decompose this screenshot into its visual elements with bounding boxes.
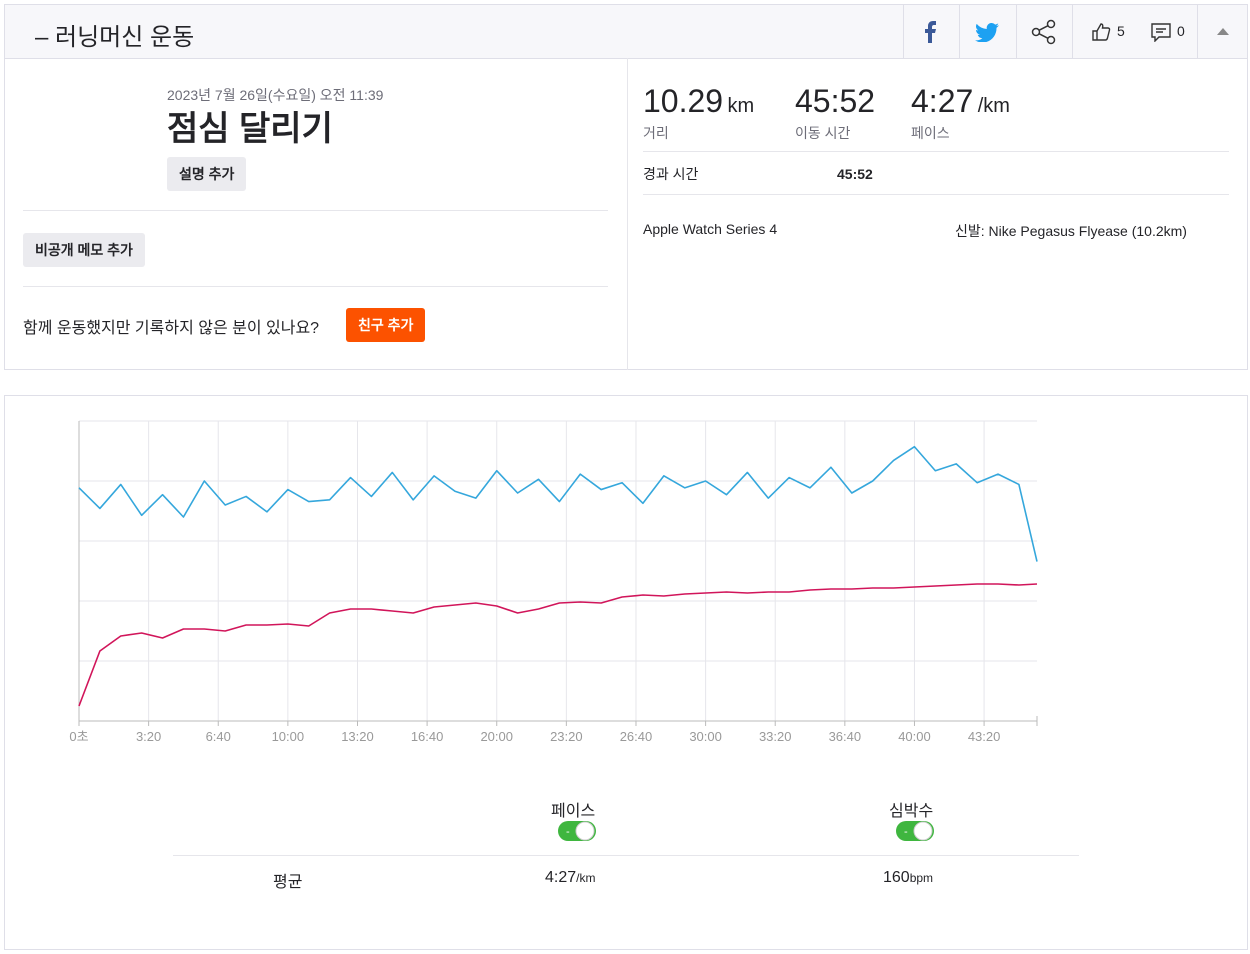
device: Apple Watch Series 4 <box>643 221 778 237</box>
legend-pace: 페이스 <box>551 803 596 820</box>
svg-text:-: - <box>904 826 908 838</box>
divider <box>643 151 1229 152</box>
average-pace-value: 4:27 <box>545 869 577 886</box>
facebook-button[interactable] <box>923 21 937 43</box>
activity-date: 2023년 7월 26일(수요일) 오전 11:39 <box>167 87 384 103</box>
x-tick-label: 6:40 <box>206 729 231 744</box>
collapse-button[interactable] <box>1217 27 1229 35</box>
shoes: 신발: Nike Pegasus Flyease (10.2km) <box>955 223 1187 239</box>
header-title: – 러닝머신 운동 <box>35 24 195 51</box>
friends-prompt: 함께 운동했지만 기록하지 않은 분이 있나요? <box>23 320 320 337</box>
twitter-button[interactable] <box>975 23 999 42</box>
series-line <box>78 583 1038 707</box>
pace-toggle[interactable]: - <box>558 821 596 841</box>
x-tick-label: 23:20 <box>550 729 583 744</box>
average-pace-unit: /km <box>576 871 596 885</box>
distance-value: 10.29 <box>643 83 724 119</box>
header: – 러닝머신 운동 5 0 <box>5 5 1247 59</box>
add-description-button[interactable]: 설명 추가 <box>167 157 247 191</box>
moving-time-value: 45:52 <box>795 83 876 119</box>
average-label: 평균 <box>273 874 303 891</box>
chart-panel: 0초 3:20 6:40 10:00 13:20 16:40 20:00 23:20 26:40… <box>4 395 1248 950</box>
average-heart-rate-value: 160 <box>883 869 910 886</box>
x-tick-label: 13:20 <box>341 729 374 744</box>
separator <box>1016 5 1017 58</box>
elapsed-label: 경과 시간 <box>643 166 699 182</box>
kudos-icon[interactable] <box>1091 22 1111 42</box>
add-friend-button[interactable]: 친구 추가 <box>346 308 426 342</box>
pace-value: 4:27 <box>911 83 974 119</box>
comment-icon[interactable] <box>1151 23 1171 42</box>
legend-heart-rate: 심박수 <box>889 803 934 820</box>
x-tick-label: 0초 <box>69 729 88 744</box>
distance-stat: 10.29 km <box>643 83 754 120</box>
separator <box>1072 5 1073 58</box>
x-tick-label: 36:40 <box>829 729 862 744</box>
x-tick-label: 10:00 <box>272 729 305 744</box>
heart-rate-toggle[interactable]: - <box>896 821 934 841</box>
x-tick-label: 33:20 <box>759 729 792 744</box>
comment-count: 0 <box>1177 23 1185 39</box>
x-tick-label: 20:00 <box>480 729 513 744</box>
series-line <box>78 445 1038 562</box>
average-heart-rate: 160bpm <box>883 869 933 887</box>
activity-panel: – 러닝머신 운동 5 0 2023년 7월 26일(수요일) 오전 11:39… <box>4 4 1248 370</box>
divider <box>643 194 1229 195</box>
column-divider <box>627 58 628 370</box>
share-button[interactable] <box>1031 19 1057 45</box>
distance-label: 거리 <box>643 125 669 141</box>
average-heart-rate-unit: bpm <box>909 871 934 885</box>
pace-label: 페이스 <box>911 125 950 141</box>
distance-unit: km <box>727 95 755 117</box>
separator <box>903 5 904 58</box>
divider <box>173 855 1079 856</box>
activity-name: 점심 달리기 <box>167 110 333 148</box>
pace-stat: 4:27 /km <box>911 83 1010 120</box>
average-pace: 4:27/km <box>545 869 595 887</box>
chart: 0초 3:20 6:40 10:00 13:20 16:40 20:00 23:20 26:40… <box>69 420 1038 744</box>
separator <box>959 5 960 58</box>
private-note-button[interactable]: 비공개 메모 추가 <box>23 233 145 267</box>
divider <box>23 210 608 211</box>
x-tick-label: 16:40 <box>411 729 444 744</box>
moving-time-label: 이동 시간 <box>795 125 851 141</box>
x-tick-label: 43:20 <box>968 729 1001 744</box>
x-tick-label: 26:40 <box>620 729 653 744</box>
x-tick-label: 30:00 <box>689 729 722 744</box>
divider <box>23 286 608 287</box>
elapsed-value: 45:52 <box>837 166 873 182</box>
separator <box>1197 5 1198 58</box>
kudos-count: 5 <box>1117 23 1125 39</box>
svg-text:-: - <box>566 826 570 838</box>
x-tick-label: 3:20 <box>136 729 161 744</box>
pace-unit: /km <box>977 95 1010 117</box>
x-tick-label: 40:00 <box>898 729 931 744</box>
